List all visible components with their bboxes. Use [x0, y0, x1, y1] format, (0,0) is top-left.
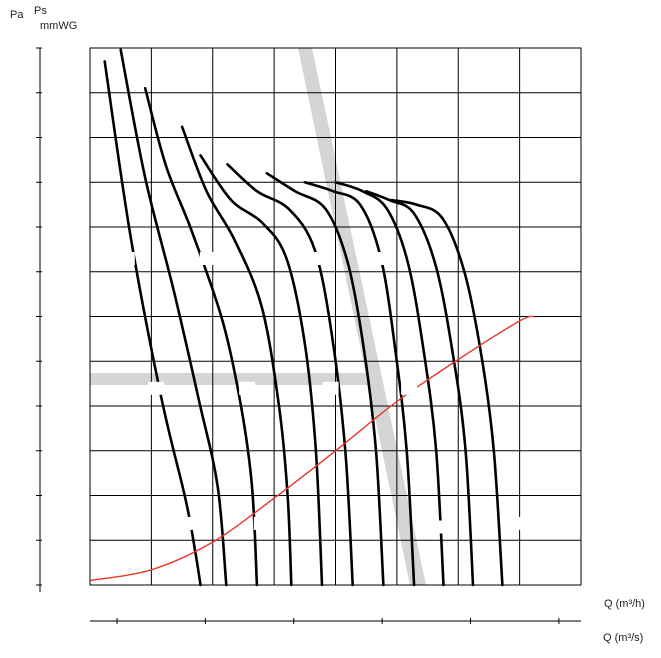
fan-curve-24deg — [265, 172, 385, 587]
lw-label-bg — [118, 252, 135, 266]
lw-label-bg — [148, 381, 165, 395]
fan-curve-26deg — [303, 181, 416, 587]
ps-unit-label: Ps — [34, 5, 47, 17]
fan-curve-20deg — [199, 154, 324, 587]
pa-unit-label: Pa — [10, 9, 24, 21]
fan-curve-18deg — [180, 125, 293, 587]
fan-curve-16deg — [143, 87, 259, 587]
fan-curves — [89, 48, 535, 587]
lw-label-bg — [253, 516, 270, 530]
mmwg-unit-label: mmWG — [40, 20, 77, 32]
fan-curve-28deg — [334, 181, 445, 587]
lw-label-bg — [489, 381, 506, 395]
lw-label-bg — [306, 252, 323, 266]
lw-label-bg — [239, 381, 256, 395]
q-m3s-axis-label: Q (m³/s) — [603, 632, 643, 644]
lw-label-bg — [371, 252, 388, 266]
lw-label-bg — [358, 520, 375, 534]
lw-label-bg — [509, 516, 526, 530]
plot-frame — [89, 47, 582, 586]
lw-label-bg — [401, 381, 418, 395]
lw-label-bg — [436, 252, 453, 266]
lw-label-bg — [437, 520, 454, 534]
lw-label-bg — [322, 381, 339, 395]
grid — [36, 47, 582, 624]
fan-curve-8deg — [103, 60, 202, 587]
q-m3h-axis-label: Q (m³/h) — [604, 598, 645, 610]
chart-labels — [118, 252, 526, 534]
lw-label-bg — [180, 516, 197, 530]
lw-label-bg — [199, 252, 216, 266]
fan-curve-32deg — [390, 198, 504, 587]
lw-system-curve — [89, 315, 535, 582]
fan-curve-30deg — [364, 189, 475, 587]
fan-curve-22deg — [226, 163, 354, 587]
fan-curve-14deg — [119, 48, 228, 587]
